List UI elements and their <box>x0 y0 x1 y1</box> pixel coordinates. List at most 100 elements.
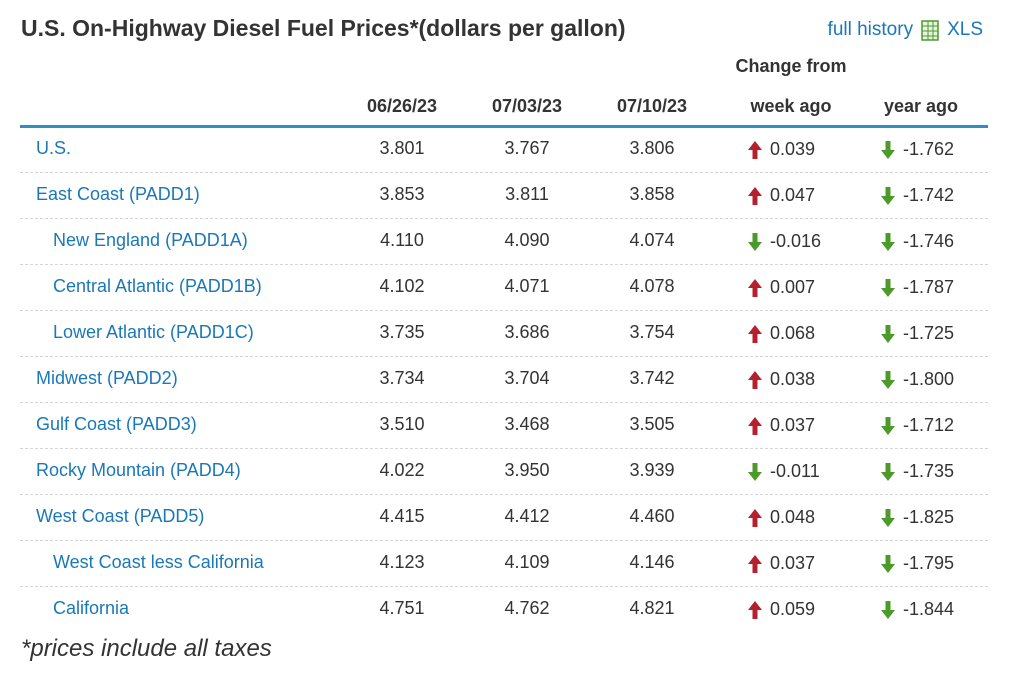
price-cell: 4.109 <box>504 552 550 572</box>
table-row: West Coast (PADD5) 4.415 4.412 4.460 0.048 -1… <box>20 495 988 541</box>
arrow-down-icon <box>881 600 895 619</box>
region-link[interactable]: West Coast (PADD5) <box>36 506 205 526</box>
arrow-up-icon <box>748 416 762 435</box>
region-link[interactable]: West Coast less California <box>53 552 264 572</box>
price-cell: 4.146 <box>629 552 675 572</box>
table-row: Gulf Coast (PADD3) 3.510 3.468 3.505 0.037 -1… <box>20 403 988 449</box>
region-link[interactable]: Lower Atlantic (PADD1C) <box>53 322 254 342</box>
price-cell: 3.686 <box>504 322 550 342</box>
year-change-cell: -1.800 <box>881 369 954 390</box>
price-cell: 4.110 <box>380 230 424 250</box>
week-change-cell: 0.047 <box>748 185 815 206</box>
price-cell: 4.022 <box>379 460 425 480</box>
col-year-ago: year ago <box>883 96 959 116</box>
week-change-cell: 0.059 <box>748 599 815 620</box>
price-cell: 4.762 <box>504 598 550 618</box>
week-change-value: 0.048 <box>770 507 816 527</box>
price-cell: 3.939 <box>629 460 675 480</box>
region-link[interactable]: California <box>53 598 130 618</box>
arrow-down-icon <box>881 416 895 435</box>
year-change-value: -1.825 <box>903 507 955 527</box>
arrow-up-icon <box>748 370 762 389</box>
arrow-down-icon <box>748 462 762 481</box>
year-change-cell: -1.712 <box>881 415 954 436</box>
table-row: Midwest (PADD2) 3.734 3.704 3.742 0.038 -1.80… <box>20 357 988 403</box>
week-change-cell: 0.037 <box>748 415 815 436</box>
arrow-up-icon <box>748 508 762 527</box>
price-cell: 3.742 <box>629 368 675 388</box>
table-header: 06/26/23 07/03/23 07/10/23 week ago year… <box>20 92 988 128</box>
table-row: Central Atlantic (PADD1B) 4.102 4.071 4.078… <box>20 265 988 311</box>
page-title: U.S. On-Highway Diesel Fuel Prices*(doll… <box>21 15 626 41</box>
region-link[interactable]: U.S. <box>36 138 72 158</box>
price-cell: 4.415 <box>379 506 425 526</box>
arrow-down-icon <box>881 232 895 251</box>
year-change-value: -1.712 <box>903 415 955 435</box>
week-change-cell: 0.007 <box>748 277 815 298</box>
year-change-value: -1.795 <box>903 553 955 573</box>
price-cell: 4.751 <box>379 598 425 618</box>
arrow-up-icon <box>748 324 762 343</box>
table-row: U.S. 3.801 3.767 3.806 0.039 -1.762 <box>20 127 988 173</box>
change-from-header: Change from <box>735 56 847 76</box>
week-change-value: 0.047 <box>770 185 816 205</box>
year-change-cell: -1.844 <box>881 599 954 620</box>
year-change-cell: -1.742 <box>881 185 954 206</box>
week-change-cell: -0.016 <box>748 231 821 252</box>
table-row: Rocky Mountain (PADD4) 4.022 3.950 3.939 -0.… <box>20 449 988 495</box>
year-change-cell: -1.825 <box>881 507 954 528</box>
price-cell: 3.811 <box>505 184 549 204</box>
week-change-value: 0.038 <box>770 369 816 389</box>
week-change-value: -0.011 <box>770 461 820 481</box>
price-cell: 3.754 <box>629 322 675 342</box>
price-cell: 4.821 <box>629 598 675 618</box>
spreadsheet-icon[interactable] <box>921 19 939 41</box>
year-change-value: -1.742 <box>903 185 955 205</box>
arrow-up-icon <box>748 140 762 159</box>
year-change-value: -1.787 <box>903 277 955 297</box>
table-row: East Coast (PADD1) 3.853 3.811 3.858 0.047 -1… <box>20 173 988 219</box>
col-date-3: 07/10/23 <box>616 96 688 116</box>
week-change-cell: -0.011 <box>748 461 820 482</box>
year-change-value: -1.844 <box>903 599 955 619</box>
arrow-down-icon <box>881 278 895 297</box>
price-cell: 3.806 <box>629 138 675 158</box>
price-cell: 3.468 <box>504 414 550 434</box>
table-row: West Coast less California 4.123 4.109 4.14… <box>20 541 988 587</box>
arrow-down-icon <box>881 462 895 481</box>
price-cell: 4.123 <box>379 552 425 572</box>
region-link[interactable]: Central Atlantic (PADD1B) <box>53 276 262 296</box>
price-cell: 4.071 <box>504 276 550 296</box>
week-change-value: 0.039 <box>770 139 816 159</box>
region-link[interactable]: Gulf Coast (PADD3) <box>36 414 197 434</box>
year-change-value: -1.725 <box>903 323 955 343</box>
year-change-value: -1.746 <box>903 231 955 251</box>
full-history-link[interactable]: full history <box>827 19 914 40</box>
week-change-value: 0.037 <box>770 553 816 573</box>
year-change-value: -1.762 <box>903 139 955 159</box>
week-change-cell: 0.039 <box>748 139 815 160</box>
price-cell: 4.078 <box>629 276 675 296</box>
arrow-up-icon <box>748 600 762 619</box>
col-date-1: 06/26/23 <box>366 96 438 116</box>
year-change-cell: -1.746 <box>881 231 954 252</box>
region-link[interactable]: Midwest (PADD2) <box>36 368 178 388</box>
price-cell: 4.074 <box>629 230 675 250</box>
region-link[interactable]: New England (PADD1A) <box>53 230 248 250</box>
xls-link[interactable]: XLS <box>947 19 983 40</box>
arrow-down-icon <box>881 140 895 159</box>
table-row: Lower Atlantic (PADD1C) 3.735 3.686 3.754 0.… <box>20 311 988 357</box>
price-cell: 3.734 <box>379 368 425 388</box>
arrow-down-icon <box>881 370 895 389</box>
week-change-cell: 0.038 <box>748 369 815 390</box>
price-cell: 3.510 <box>379 414 425 434</box>
week-change-value: 0.007 <box>770 277 816 297</box>
price-cell: 3.704 <box>504 368 550 388</box>
region-link[interactable]: East Coast (PADD1) <box>36 184 200 204</box>
week-change-value: 0.059 <box>770 599 816 619</box>
price-cell: 3.767 <box>504 138 550 158</box>
arrow-down-icon <box>881 186 895 205</box>
year-change-cell: -1.795 <box>881 553 954 574</box>
region-link[interactable]: Rocky Mountain (PADD4) <box>36 460 241 480</box>
week-change-cell: 0.037 <box>748 553 815 574</box>
